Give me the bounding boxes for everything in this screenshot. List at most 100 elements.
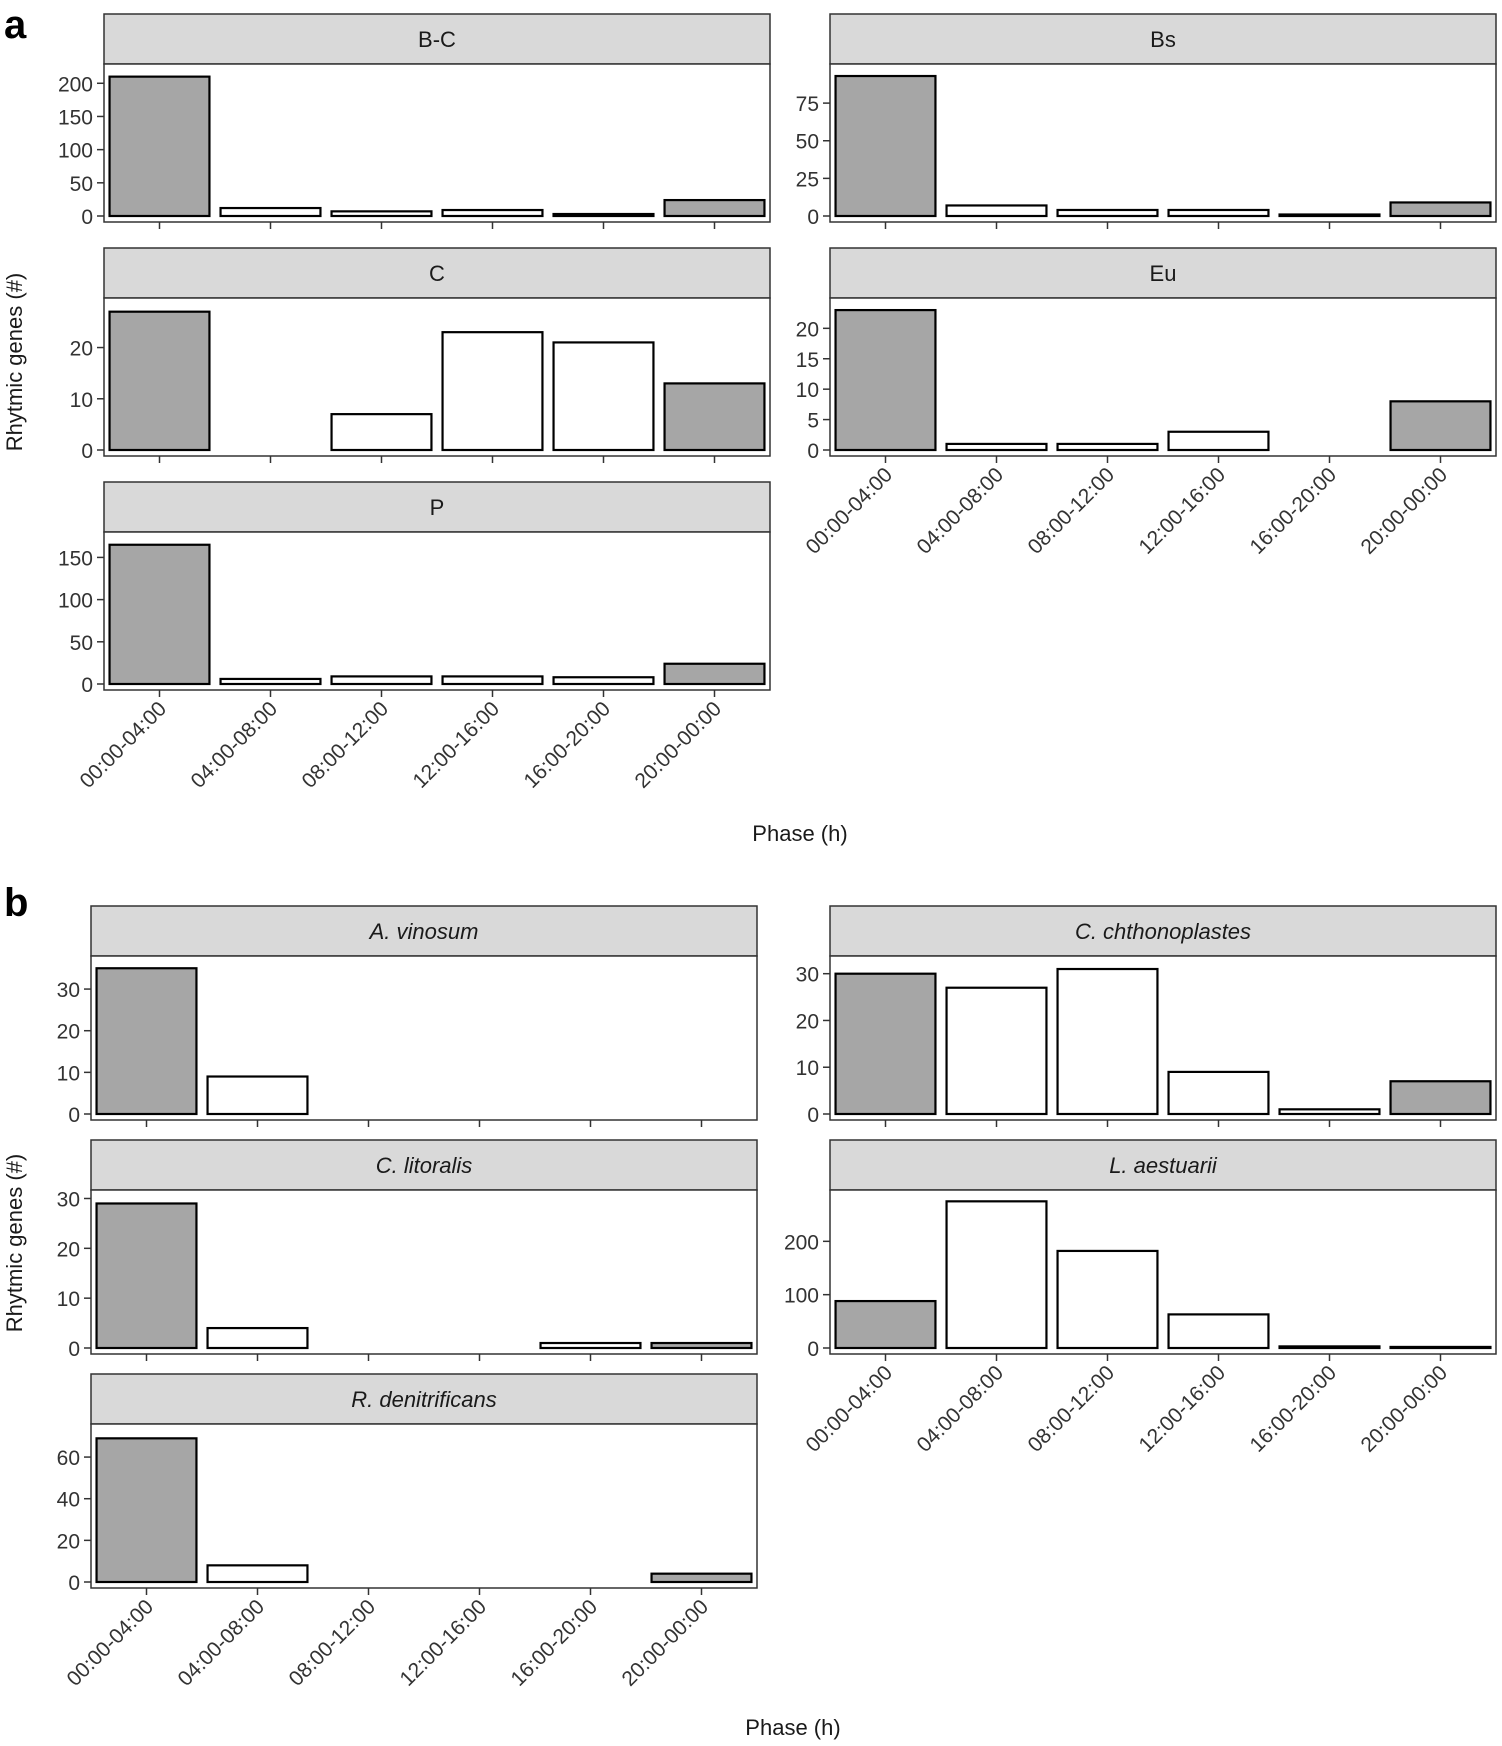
bar-08001200 xyxy=(330,210,433,218)
bar-12001600 xyxy=(1167,1313,1270,1350)
plot-panel xyxy=(103,531,771,691)
x-tick-label: 00:00-04:00 xyxy=(801,1361,897,1457)
bar-20000000 xyxy=(663,198,766,218)
bar-04000800 xyxy=(945,442,1048,452)
bar-00000400 xyxy=(108,75,211,218)
bar-16002000 xyxy=(1278,1108,1381,1116)
plot-panel xyxy=(103,63,771,223)
facet-strip xyxy=(90,1373,758,1425)
x-tick-label: 16:00-20:00 xyxy=(519,697,615,793)
y-tick-label: 75 xyxy=(796,93,819,116)
plot-panel xyxy=(103,297,771,457)
bar-20000000 xyxy=(1389,400,1492,452)
x-tick-label: 08:00-12:00 xyxy=(1023,463,1119,559)
y-tick-label: 30 xyxy=(796,964,819,987)
y-tick-label: 10 xyxy=(796,1057,819,1080)
y-tick-label: 20 xyxy=(796,1010,819,1033)
bar-00000400 xyxy=(834,74,937,218)
x-tick-label: 12:00-16:00 xyxy=(408,697,504,793)
y-tick-label: 10 xyxy=(796,379,819,402)
x-tick-label: 08:00-12:00 xyxy=(297,697,393,793)
bar-04000800 xyxy=(206,1075,309,1116)
facet-title: C. chthonoplastes xyxy=(1075,919,1251,944)
x-tick-label: 04:00-08:00 xyxy=(912,463,1008,559)
bar-00000400 xyxy=(108,543,211,686)
y-tick-label: 200 xyxy=(784,1231,819,1254)
x-tick-label: 00:00-04:00 xyxy=(75,697,171,793)
y-tick-label: 40 xyxy=(57,1489,80,1512)
facet-a-vinosum: A. vinosum 0 10 20 30 xyxy=(57,905,758,1127)
y-tick-label: 150 xyxy=(58,106,93,129)
y-tick-label: 0 xyxy=(68,1572,80,1595)
facet-strip xyxy=(103,13,771,65)
bar-04000800 xyxy=(219,677,322,686)
bar-04000800 xyxy=(945,986,1048,1116)
y-axis-title: Rhytmic genes (#) xyxy=(2,1154,27,1333)
bar-16002000 xyxy=(1278,1345,1381,1350)
y-tick-label: 200 xyxy=(58,73,93,96)
x-tick-label: 16:00-20:00 xyxy=(1245,1361,1341,1457)
x-tick-label: 08:00-12:00 xyxy=(1023,1361,1119,1457)
y-tick-label: 0 xyxy=(81,206,93,229)
y-tick-label: 0 xyxy=(68,1338,80,1361)
facet-strip xyxy=(90,1139,758,1191)
x-tick-label: 20:00-00:00 xyxy=(1356,463,1452,559)
y-tick-label: 0 xyxy=(807,1338,819,1361)
y-tick-label: 10 xyxy=(70,389,93,412)
x-tick-label: 04:00-08:00 xyxy=(173,1595,269,1691)
bar-12001600 xyxy=(441,675,544,686)
x-tick-label: 12:00-16:00 xyxy=(395,1595,491,1691)
bar-12001600 xyxy=(1167,208,1270,218)
y-tick-label: 0 xyxy=(807,440,819,463)
bar-00000400 xyxy=(95,1202,198,1350)
y-tick-label: 30 xyxy=(57,979,80,1002)
facet-title: L. aestuarii xyxy=(1109,1153,1218,1178)
plot-panel xyxy=(829,63,1497,223)
facet-strip xyxy=(829,1139,1497,1191)
bar-12001600 xyxy=(441,331,544,452)
x-axis-title: Phase (h) xyxy=(752,821,847,846)
bar-08001200 xyxy=(1056,208,1159,218)
figure-b: b Rhytmic genes (#) Phase (h) A. vinosum 0 10… xyxy=(2,881,1497,1740)
bar-16002000 xyxy=(539,1341,642,1350)
y-tick-label: 25 xyxy=(796,168,819,191)
y-tick-label: 50 xyxy=(70,173,93,196)
bar-04000800 xyxy=(206,1564,309,1584)
y-tick-label: 50 xyxy=(796,131,819,154)
facet-title: C xyxy=(429,261,445,286)
bar-20000000 xyxy=(1389,1080,1492,1116)
y-tick-label: 60 xyxy=(57,1447,80,1470)
facet-title: B-C xyxy=(418,27,456,52)
bar-04000800 xyxy=(206,1326,309,1350)
facet-title: A. vinosum xyxy=(368,919,479,944)
y-tick-label: 10 xyxy=(57,1288,80,1311)
bar-16002000 xyxy=(552,212,655,218)
y-tick-label: 100 xyxy=(784,1285,819,1308)
bar-00000400 xyxy=(834,972,937,1116)
bar-04000800 xyxy=(945,1200,1048,1350)
plot-panel xyxy=(90,1189,758,1355)
bar-16002000 xyxy=(552,341,655,452)
bar-20000000 xyxy=(650,1572,753,1584)
x-tick-label: 16:00-20:00 xyxy=(506,1595,602,1691)
x-tick-label: 20:00-00:00 xyxy=(617,1595,713,1691)
facet-strip xyxy=(90,905,758,957)
y-tick-label: 20 xyxy=(57,1238,80,1261)
x-tick-label: 12:00-16:00 xyxy=(1134,463,1230,559)
plot-panel xyxy=(829,297,1497,457)
bar-16002000 xyxy=(1278,213,1381,218)
plot-panel xyxy=(90,955,758,1121)
x-tick-label: 20:00-00:00 xyxy=(1356,1361,1452,1457)
y-tick-label: 20 xyxy=(57,1021,80,1044)
y-tick-label: 0 xyxy=(81,440,93,463)
bar-20000000 xyxy=(1389,1345,1492,1350)
facet-c-chthonoplastes: C. chthonoplastes 0 10 20 30 xyxy=(796,905,1497,1127)
bar-00000400 xyxy=(95,967,198,1116)
facet-title: Bs xyxy=(1150,27,1176,52)
y-tick-label: 50 xyxy=(70,632,93,655)
facet-strip xyxy=(103,247,771,299)
facet-strip xyxy=(829,905,1497,957)
y-tick-label: 0 xyxy=(807,1104,819,1127)
x-tick-label: 04:00-08:00 xyxy=(912,1361,1008,1457)
